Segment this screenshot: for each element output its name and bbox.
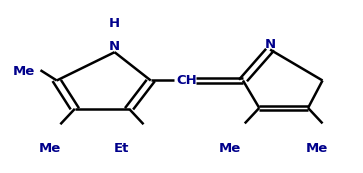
Text: Me: Me [38,142,61,155]
Text: N: N [265,38,276,51]
Text: Me: Me [13,65,35,78]
Text: Et: Et [114,142,130,155]
Text: Me: Me [306,142,328,155]
Text: N: N [109,40,120,53]
Text: CH: CH [176,74,197,87]
Text: Me: Me [219,142,241,155]
Text: H: H [109,16,120,30]
